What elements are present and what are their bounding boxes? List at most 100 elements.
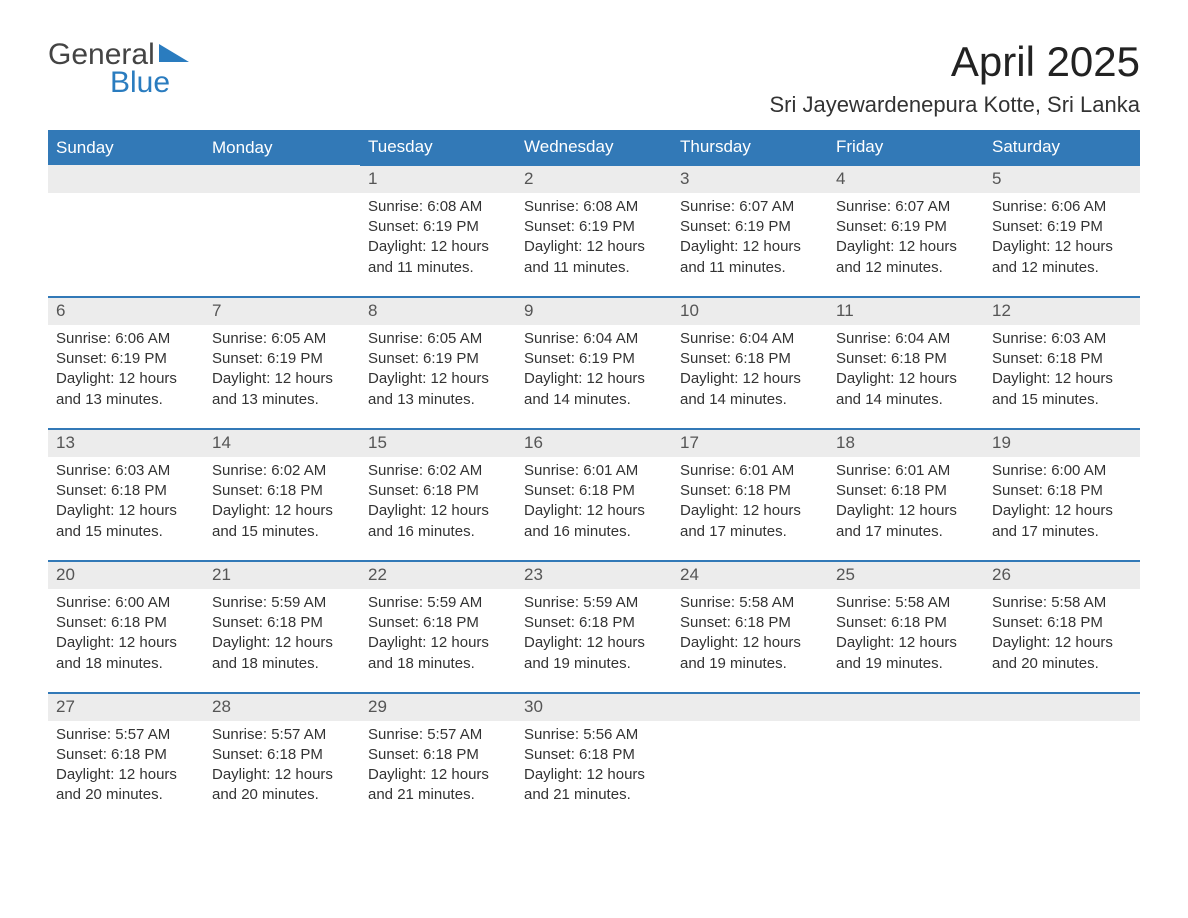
day-number-cell: 28 xyxy=(204,693,360,721)
sunset: Sunset: 6:18 PM xyxy=(212,613,352,633)
sunrise: Sunrise: 6:02 AM xyxy=(368,461,508,481)
day-info-cell: Sunrise: 6:07 AMSunset: 6:19 PMDaylight:… xyxy=(672,193,828,297)
day-number-cell xyxy=(204,165,360,193)
daylight-line1: Daylight: 12 hours xyxy=(56,633,196,653)
daylight-line2: and 15 minutes. xyxy=(212,522,352,542)
daylight-line1: Daylight: 12 hours xyxy=(992,369,1132,389)
daylight-line2: and 17 minutes. xyxy=(836,522,976,542)
daylight-line1: Daylight: 12 hours xyxy=(212,501,352,521)
sunrise: Sunrise: 6:02 AM xyxy=(212,461,352,481)
day-info-cell: Sunrise: 5:56 AMSunset: 6:18 PMDaylight:… xyxy=(516,721,672,824)
daylight-line1: Daylight: 12 hours xyxy=(368,633,508,653)
sunrise: Sunrise: 6:05 AM xyxy=(368,329,508,349)
day-number-cell: 21 xyxy=(204,561,360,589)
sunrise: Sunrise: 5:59 AM xyxy=(524,593,664,613)
day-info-cell xyxy=(984,721,1140,824)
sunset: Sunset: 6:19 PM xyxy=(368,349,508,369)
day-info-cell: Sunrise: 6:07 AMSunset: 6:19 PMDaylight:… xyxy=(828,193,984,297)
sunset: Sunset: 6:18 PM xyxy=(368,745,508,765)
sunset: Sunset: 6:18 PM xyxy=(56,745,196,765)
sunrise: Sunrise: 6:00 AM xyxy=(56,593,196,613)
day-info-cell: Sunrise: 5:58 AMSunset: 6:18 PMDaylight:… xyxy=(672,589,828,693)
daylight-line1: Daylight: 12 hours xyxy=(992,633,1132,653)
sunset: Sunset: 6:18 PM xyxy=(836,349,976,369)
day-number-cell: 9 xyxy=(516,297,672,325)
day-info-cell: Sunrise: 5:58 AMSunset: 6:18 PMDaylight:… xyxy=(984,589,1140,693)
sunrise: Sunrise: 5:58 AM xyxy=(836,593,976,613)
logo-flag-icon xyxy=(159,44,189,64)
daylight-line1: Daylight: 12 hours xyxy=(212,633,352,653)
daylight-line1: Daylight: 12 hours xyxy=(680,501,820,521)
sunset: Sunset: 6:18 PM xyxy=(992,481,1132,501)
daylight-line1: Daylight: 12 hours xyxy=(56,501,196,521)
day-info-cell: Sunrise: 5:58 AMSunset: 6:18 PMDaylight:… xyxy=(828,589,984,693)
daylight-line1: Daylight: 12 hours xyxy=(212,369,352,389)
sunrise: Sunrise: 6:01 AM xyxy=(836,461,976,481)
day-number-cell xyxy=(828,693,984,721)
day-header: Sunday xyxy=(48,130,204,165)
sunset: Sunset: 6:19 PM xyxy=(56,349,196,369)
daylight-line1: Daylight: 12 hours xyxy=(524,633,664,653)
sunrise: Sunrise: 6:04 AM xyxy=(524,329,664,349)
day-info-cell: Sunrise: 6:01 AMSunset: 6:18 PMDaylight:… xyxy=(516,457,672,561)
daylight-line2: and 20 minutes. xyxy=(212,785,352,805)
sunset: Sunset: 6:18 PM xyxy=(524,481,664,501)
day-info-cell: Sunrise: 6:08 AMSunset: 6:19 PMDaylight:… xyxy=(360,193,516,297)
day-number-cell: 7 xyxy=(204,297,360,325)
sunrise: Sunrise: 6:08 AM xyxy=(368,197,508,217)
sunset: Sunset: 6:19 PM xyxy=(836,217,976,237)
day-header: Friday xyxy=(828,130,984,165)
day-number-cell: 16 xyxy=(516,429,672,457)
daylight-line2: and 15 minutes. xyxy=(56,522,196,542)
sunset: Sunset: 6:18 PM xyxy=(836,613,976,633)
daylight-line2: and 11 minutes. xyxy=(524,258,664,278)
sunrise: Sunrise: 5:58 AM xyxy=(992,593,1132,613)
day-info-cell: Sunrise: 6:01 AMSunset: 6:18 PMDaylight:… xyxy=(828,457,984,561)
day-number-cell: 22 xyxy=(360,561,516,589)
day-header: Saturday xyxy=(984,130,1140,165)
daylight-line2: and 13 minutes. xyxy=(212,390,352,410)
day-info-cell: Sunrise: 6:03 AMSunset: 6:18 PMDaylight:… xyxy=(48,457,204,561)
day-number-cell: 29 xyxy=(360,693,516,721)
daylight-line1: Daylight: 12 hours xyxy=(680,369,820,389)
day-number-cell: 3 xyxy=(672,165,828,193)
day-info-cell xyxy=(672,721,828,824)
day-info-cell: Sunrise: 5:59 AMSunset: 6:18 PMDaylight:… xyxy=(360,589,516,693)
sunset: Sunset: 6:18 PM xyxy=(212,745,352,765)
day-info-cell: Sunrise: 5:57 AMSunset: 6:18 PMDaylight:… xyxy=(204,721,360,824)
daylight-line1: Daylight: 12 hours xyxy=(368,369,508,389)
day-info-cell: Sunrise: 6:06 AMSunset: 6:19 PMDaylight:… xyxy=(48,325,204,429)
daylight-line1: Daylight: 12 hours xyxy=(368,501,508,521)
daylight-line1: Daylight: 12 hours xyxy=(836,237,976,257)
day-header: Wednesday xyxy=(516,130,672,165)
daylight-line1: Daylight: 12 hours xyxy=(680,633,820,653)
day-number-cell: 26 xyxy=(984,561,1140,589)
sunrise: Sunrise: 5:57 AM xyxy=(56,725,196,745)
daylight-line2: and 20 minutes. xyxy=(56,785,196,805)
daylight-line1: Daylight: 12 hours xyxy=(212,765,352,785)
day-number-cell: 14 xyxy=(204,429,360,457)
sunrise: Sunrise: 6:08 AM xyxy=(524,197,664,217)
sunrise: Sunrise: 6:03 AM xyxy=(992,329,1132,349)
location: Sri Jayewardenepura Kotte, Sri Lanka xyxy=(769,92,1140,118)
sunset: Sunset: 6:18 PM xyxy=(212,481,352,501)
day-info-cell xyxy=(204,193,360,297)
daylight-line1: Daylight: 12 hours xyxy=(524,765,664,785)
sunset: Sunset: 6:18 PM xyxy=(368,613,508,633)
sunset: Sunset: 6:19 PM xyxy=(368,217,508,237)
daylight-line2: and 18 minutes. xyxy=(56,654,196,674)
day-header: Monday xyxy=(204,130,360,165)
daylight-line2: and 16 minutes. xyxy=(524,522,664,542)
daylight-line2: and 14 minutes. xyxy=(524,390,664,410)
sunrise: Sunrise: 5:58 AM xyxy=(680,593,820,613)
day-info-cell xyxy=(48,193,204,297)
daylight-line2: and 18 minutes. xyxy=(368,654,508,674)
daylight-line1: Daylight: 12 hours xyxy=(836,633,976,653)
sunset: Sunset: 6:18 PM xyxy=(680,481,820,501)
day-header: Tuesday xyxy=(360,130,516,165)
daylight-line2: and 19 minutes. xyxy=(524,654,664,674)
daylight-line2: and 16 minutes. xyxy=(368,522,508,542)
sunrise: Sunrise: 6:07 AM xyxy=(680,197,820,217)
day-info-cell: Sunrise: 6:01 AMSunset: 6:18 PMDaylight:… xyxy=(672,457,828,561)
day-number-cell: 23 xyxy=(516,561,672,589)
